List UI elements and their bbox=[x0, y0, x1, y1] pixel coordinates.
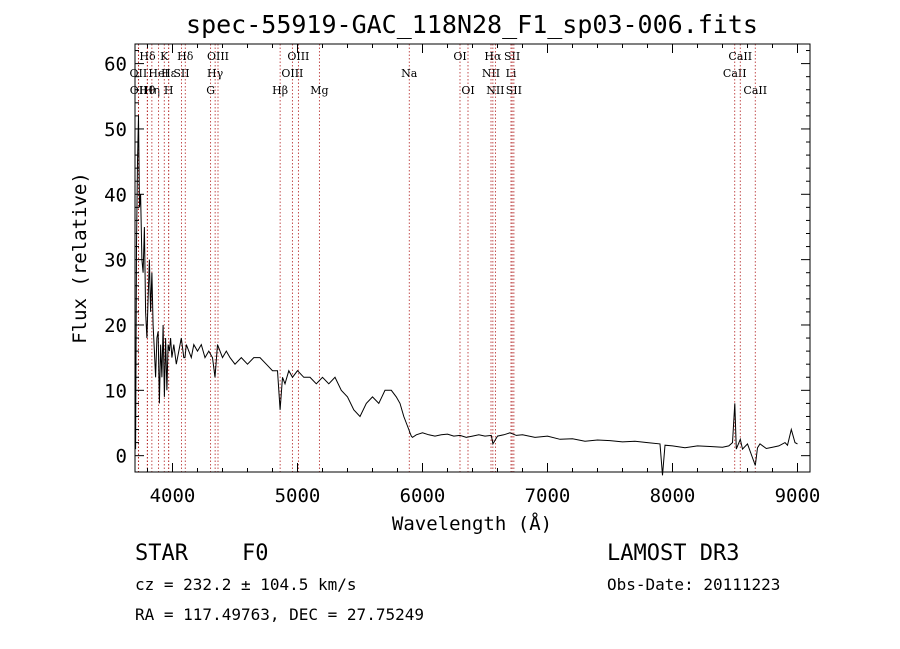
survey-label: LAMOST DR3 bbox=[607, 541, 739, 566]
marker-label: SII bbox=[504, 50, 520, 63]
subclass: F0 bbox=[242, 541, 269, 566]
emission-line-markers: OIIOIIHθHηHeIKHHεSIIHδHδGHγOIIIHβOIIIOII… bbox=[130, 44, 767, 472]
marker-label: OI bbox=[453, 50, 466, 63]
x-tick-label: 8000 bbox=[650, 485, 696, 507]
plot-frame bbox=[134, 43, 811, 473]
redshift-text: cz = 232.2 ± 104.5 km/s bbox=[135, 575, 357, 594]
marker-label: NII bbox=[482, 67, 500, 80]
x-axis-label: Wavelength (Å) bbox=[392, 512, 552, 535]
y-axis-label: Flux (relative) bbox=[69, 172, 91, 344]
marker-label: Hδ bbox=[177, 50, 194, 63]
marker-label: Mg bbox=[310, 84, 328, 97]
marker-label: Hη bbox=[144, 84, 160, 97]
marker-label: OIII bbox=[287, 50, 309, 63]
marker-label: OI bbox=[461, 84, 474, 97]
y-tick-label: 60 bbox=[104, 54, 127, 76]
marker-label: K bbox=[160, 50, 169, 63]
marker-label: Hβ bbox=[272, 84, 288, 97]
y-tick-label: 30 bbox=[104, 250, 127, 272]
coordinates: RA = 117.49763, DEC = 27.75249 bbox=[135, 605, 424, 624]
x-tick-label: 6000 bbox=[400, 485, 446, 507]
x-tick-label: 5000 bbox=[275, 485, 321, 507]
spectrum-line bbox=[135, 115, 798, 476]
marker-label: Na bbox=[401, 67, 418, 80]
object-class: STAR bbox=[135, 541, 189, 566]
y-axis: 0 10 20 30 40 50 60 bbox=[104, 50, 810, 468]
marker-label: OII bbox=[130, 84, 148, 97]
y-tick-label: 0 bbox=[116, 446, 127, 468]
x-axis: 4000 5000 6000 7000 8000 9000 bbox=[147, 44, 821, 507]
x-tick-label: 4000 bbox=[150, 485, 196, 507]
marker-label: CaII bbox=[723, 67, 747, 80]
x-tick-label: 9000 bbox=[775, 485, 821, 507]
y-tick-label: 10 bbox=[104, 380, 127, 402]
chart-title: spec-55919-GAC_118N28_F1_sp03-006.fits bbox=[186, 10, 758, 39]
marker-label: NII bbox=[486, 84, 504, 97]
marker-label: OIII bbox=[281, 67, 303, 80]
obs-date: Obs-Date: 20111223 bbox=[607, 575, 780, 594]
marker-label: SII bbox=[506, 84, 522, 97]
marker-label: HeI bbox=[148, 67, 168, 80]
y-tick-label: 40 bbox=[104, 184, 127, 206]
marker-label: SII bbox=[173, 67, 189, 80]
marker-label: Li bbox=[506, 67, 517, 80]
marker-label: Hδ bbox=[139, 50, 156, 63]
marker-label: OIII bbox=[207, 50, 229, 63]
marker-label: CaII bbox=[728, 50, 752, 63]
marker-label: G bbox=[206, 84, 215, 97]
x-tick-label: 7000 bbox=[525, 485, 571, 507]
marker-label: CaII bbox=[743, 84, 767, 97]
marker-label: Hα bbox=[484, 50, 502, 63]
marker-label: Hγ bbox=[207, 67, 224, 80]
y-tick-label: 50 bbox=[104, 119, 127, 141]
y-tick-label: 20 bbox=[104, 315, 127, 337]
marker-label: Hε bbox=[161, 67, 177, 80]
